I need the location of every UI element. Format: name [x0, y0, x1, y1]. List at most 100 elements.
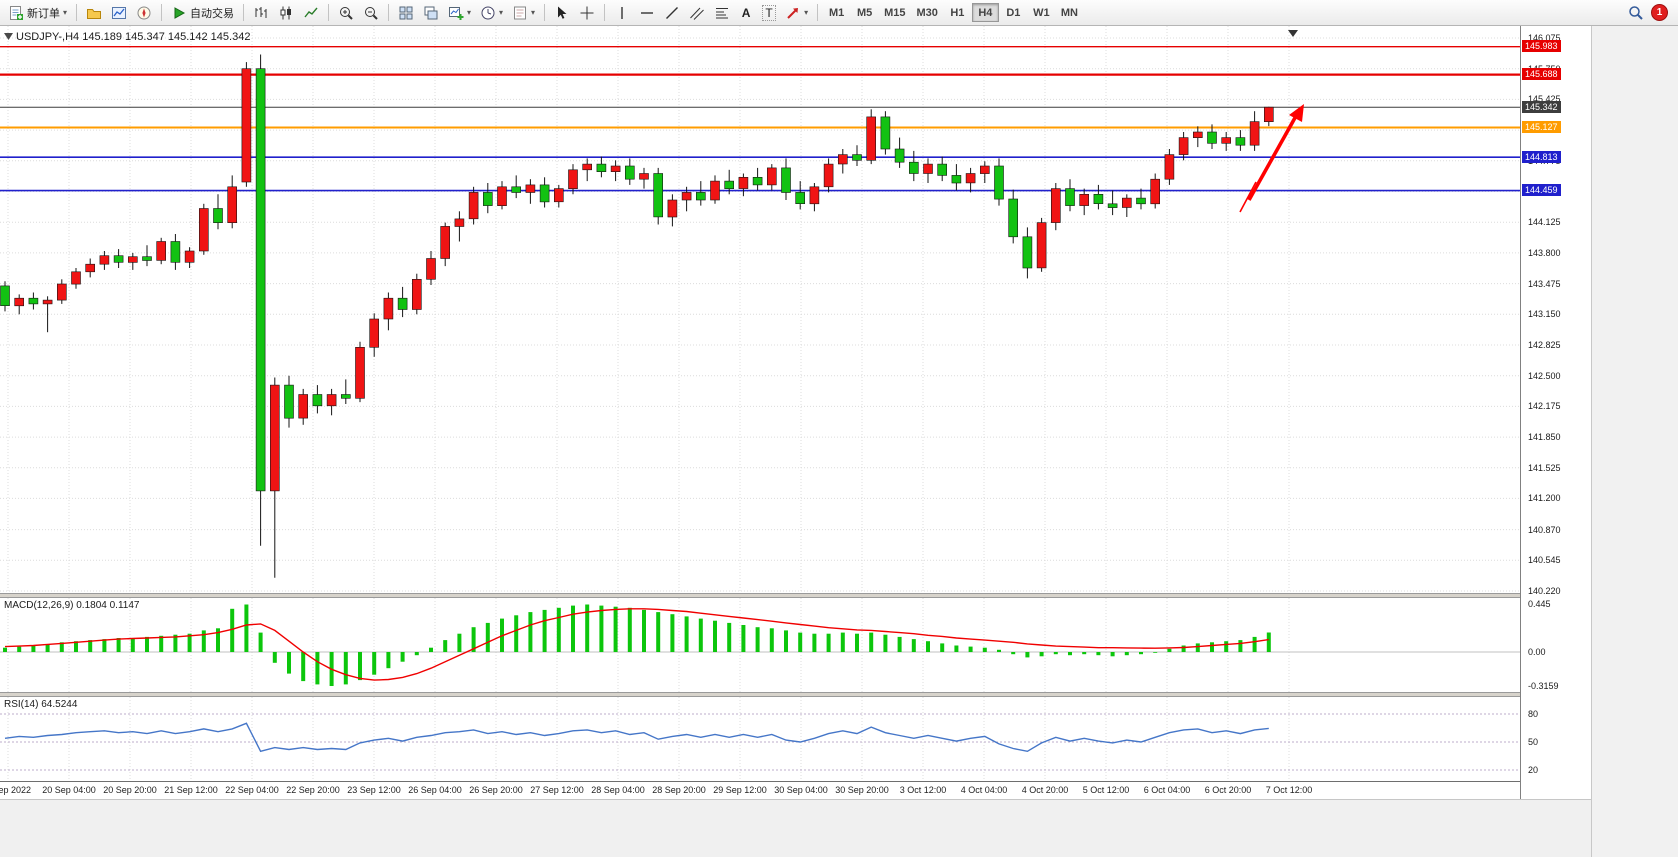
timeframe-W1[interactable]: W1	[1028, 3, 1055, 22]
zoom-in-button[interactable]	[334, 2, 358, 23]
new-order-button[interactable]: 新订单 ▾	[4, 2, 71, 23]
price-tick: 0.445	[1528, 599, 1551, 609]
search-button[interactable]	[1624, 2, 1648, 23]
horizontal-line-button[interactable]	[635, 2, 659, 23]
line-chart-icon	[304, 7, 318, 17]
status-area	[0, 799, 1591, 857]
timeframe-D1[interactable]: D1	[1000, 3, 1027, 22]
cascade-windows-button[interactable]	[419, 2, 443, 23]
charts-profiles-button[interactable]	[82, 2, 106, 23]
new-order-icon	[10, 5, 23, 20]
toolbar-separator	[604, 4, 606, 21]
text-button[interactable]: A	[735, 2, 757, 23]
price-tick: 140.220	[1528, 586, 1561, 596]
price-tick: -0.3159	[1528, 681, 1559, 692]
template-icon	[514, 6, 527, 19]
time-label: 28 Sep 20:00	[652, 785, 706, 795]
timeframe-H4[interactable]: H4	[971, 3, 999, 22]
macd-label: MACD(12,26,9) 0.1804 0.1147	[4, 600, 140, 611]
toolbar-separator	[76, 4, 78, 21]
notification-count: 1	[1656, 7, 1663, 18]
new-order-caret-icon: ▾	[63, 7, 68, 17]
price-badge: 145.688	[1522, 68, 1561, 81]
bar-chart-button[interactable]	[249, 2, 273, 23]
text-label-button[interactable]: T	[758, 2, 780, 23]
symbol-info: USDJPY-,H4 145.189 145.347 145.142 145.3…	[16, 31, 251, 43]
crosshair-button[interactable]	[575, 2, 599, 23]
time-label: 27 Sep 12:00	[530, 785, 584, 795]
market-watch-button[interactable]	[107, 2, 131, 23]
price-tick: 140.545	[1528, 555, 1561, 566]
navigator-button[interactable]	[132, 2, 156, 23]
channel-icon	[690, 7, 704, 20]
line-chart-button[interactable]	[299, 2, 323, 23]
price-scale[interactable]: 146.075145.750145.425145.100144.775144.4…	[1520, 26, 1591, 799]
macd-panel[interactable]	[0, 598, 1520, 692]
shapes-button[interactable]: ▾	[781, 2, 812, 23]
price-tick: 142.500	[1528, 370, 1561, 381]
channel-button[interactable]	[685, 2, 709, 23]
fibonacci-button[interactable]	[710, 2, 734, 23]
autotrading-label: 自动交易	[190, 7, 235, 20]
profiles-folder-icon	[87, 8, 102, 19]
trend-arrow-annotation	[1239, 104, 1304, 213]
price-tick: 20	[1528, 765, 1539, 775]
new-chart-button[interactable]: ▾	[444, 2, 475, 23]
trendline-button[interactable]	[660, 2, 684, 23]
time-axis[interactable]: 9 Sep 2022 20 Sep 04:00 20 Sep 20:00 21 Sep…	[0, 781, 1591, 799]
notification-badge[interactable]: 1	[1651, 4, 1668, 21]
price-tick: 143.800	[1528, 247, 1561, 258]
arrow-shape-icon	[787, 7, 799, 19]
text-tool-glyph: A	[741, 5, 751, 20]
cursor-button[interactable]	[550, 2, 574, 23]
time-label: 22 Sep 20:00	[286, 785, 340, 795]
price-tick: 141.525	[1528, 462, 1561, 473]
tile-windows-icon	[399, 6, 413, 19]
time-label: 6 Oct 04:00	[1143, 785, 1191, 795]
time-label: 20 Sep 04:00	[42, 785, 96, 795]
toolbar-separator	[161, 4, 163, 21]
price-tick: 140.870	[1528, 524, 1561, 535]
period-button[interactable]: ▾	[476, 2, 507, 23]
period-caret-icon: ▾	[499, 7, 504, 17]
vertical-line-button[interactable]	[610, 2, 634, 23]
price-tick: 143.475	[1528, 278, 1561, 289]
panel-splitter[interactable]	[0, 593, 1591, 598]
timeframe-MN[interactable]: MN	[1056, 3, 1083, 22]
time-label: 3 Oct 12:00	[899, 785, 947, 795]
timeframe-M5[interactable]: M5	[851, 3, 878, 22]
candlestick-chart-icon	[280, 6, 292, 19]
vertical-line-icon	[621, 6, 623, 19]
price-tick: 50	[1528, 737, 1539, 747]
time-label: 29 Sep 12:00	[713, 785, 767, 795]
timeframe-H1[interactable]: H1	[944, 3, 971, 22]
cursor-icon	[558, 6, 567, 19]
time-label: 22 Sep 04:00	[225, 785, 279, 795]
one-click-trading-toggle[interactable]	[3, 31, 14, 42]
price-tick: 142.825	[1528, 340, 1561, 350]
price-badge: 145.342	[1522, 100, 1561, 113]
navigator-icon	[137, 6, 151, 19]
autotrading-button[interactable]: 自动交易	[167, 2, 238, 23]
time-label: 5 Oct 12:00	[1082, 785, 1130, 795]
price-tick: 141.200	[1528, 493, 1561, 504]
candlestick-chart-button[interactable]	[274, 2, 298, 23]
rsi-label: RSI(14) 64.5244	[4, 699, 78, 710]
template-button[interactable]: ▾	[508, 2, 539, 23]
panel-splitter[interactable]	[0, 692, 1591, 697]
toolbar-separator	[243, 4, 245, 21]
rsi-panel[interactable]	[0, 697, 1520, 781]
zoom-out-button[interactable]	[359, 2, 383, 23]
time-label: 28 Sep 04:00	[591, 785, 645, 795]
timeframe-M30[interactable]: M30	[911, 3, 942, 22]
macd-values: 0.1804 0.1147	[76, 600, 140, 611]
timeframe-M1[interactable]: M1	[823, 3, 850, 22]
new-order-label: 新订单	[27, 7, 60, 20]
main-price-chart[interactable]	[0, 26, 1520, 593]
tile-windows-button[interactable]	[394, 2, 418, 23]
price-tick: 145.425	[1528, 94, 1561, 105]
scroll-to-end-icon	[1288, 30, 1298, 37]
price-badge: 144.459	[1522, 184, 1561, 197]
timeframe-M15[interactable]: M15	[879, 3, 910, 22]
price-tick: 143.150	[1528, 309, 1561, 320]
